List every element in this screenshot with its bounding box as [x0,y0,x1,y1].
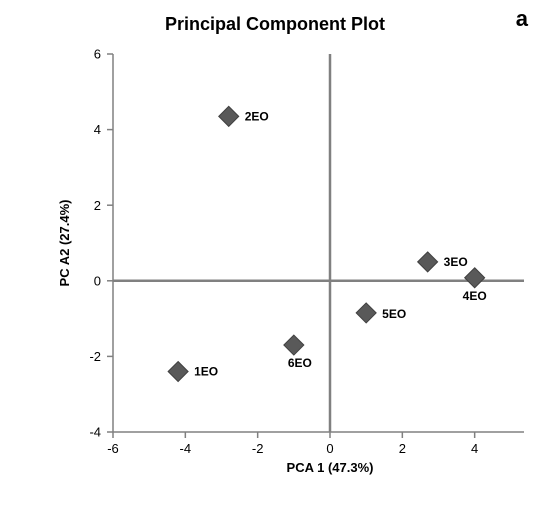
panel-letter: a [516,6,528,32]
plot-svg: -6-4-20246-4-20246PCA 1 (47.3%)PC A2 (27… [24,48,524,478]
data-point-label: 4EO [463,289,487,303]
data-point-label: 1EO [194,365,218,379]
y-tick-label: 2 [94,198,101,213]
data-point-label: 3EO [444,255,468,269]
y-tick-label: 4 [94,122,101,137]
x-tick-label: -4 [180,441,192,456]
y-tick-label: -2 [89,349,101,364]
chart-title: Principal Component Plot [0,14,550,35]
y-tick-label: -4 [89,425,101,440]
x-tick-label: 2 [399,441,406,456]
x-tick-label: -6 [107,441,119,456]
x-tick-label: 0 [326,441,333,456]
y-axis-label: PC A2 (27.4%) [57,200,72,287]
data-point-label: 2EO [245,109,269,123]
x-tick-label: -2 [252,441,264,456]
x-tick-label: 4 [471,441,478,456]
x-axis-label: PCA 1 (47.3%) [287,460,374,475]
y-tick-label: 0 [94,273,101,288]
data-point-label: 5EO [382,307,406,321]
pca-scatter-plot: -6-4-20246-4-20246PCA 1 (47.3%)PC A2 (27… [24,48,524,478]
y-tick-label: 6 [94,48,101,62]
data-point-label: 6EO [288,356,312,370]
